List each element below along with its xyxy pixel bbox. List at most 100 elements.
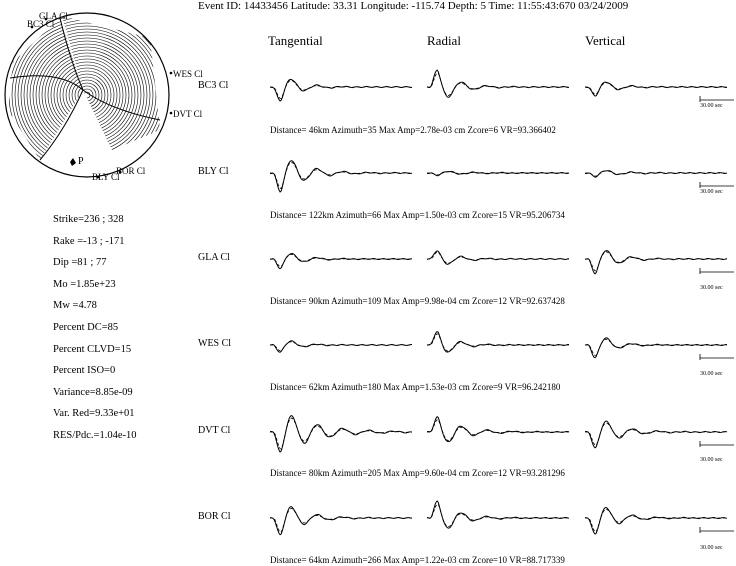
param-percent-clvd: Percent CLVD=15 <box>53 344 132 355</box>
observed-trace <box>584 507 728 535</box>
observed-trace <box>269 160 413 193</box>
param-strike: Strike=236 ; 328 <box>53 214 124 225</box>
hatch-ring <box>74 82 83 108</box>
hatch-ring <box>62 28 154 150</box>
synthetic-trace <box>270 341 412 352</box>
observed-trace <box>269 340 412 353</box>
synthetic-trace <box>585 170 727 177</box>
scale-label-gla: 30.00 sec <box>700 285 723 291</box>
hatch-ring <box>77 85 83 105</box>
hatch-ring <box>11 19 83 160</box>
synthetic-trace <box>585 422 727 446</box>
scale-bar <box>699 182 734 188</box>
hatch-ring <box>71 79 83 111</box>
hatch-ring <box>56 64 83 126</box>
station-marker <box>30 25 34 29</box>
synthetic-trace <box>585 508 727 532</box>
station-info-gla: Distance= 90km Azimuth=109 Max Amp=9.98e… <box>270 296 565 306</box>
station-marker <box>169 71 173 75</box>
observed-trace <box>584 170 728 178</box>
beachball-station-dvt: DVT Cl <box>173 109 203 119</box>
synthetic-trace <box>427 504 569 528</box>
hatch-ring <box>35 43 83 147</box>
station-label-bly: BLY Cl <box>198 166 229 177</box>
scale-label-dvt: 30.00 sec <box>700 457 723 463</box>
param-percent-dc: Percent DC=85 <box>53 322 119 333</box>
waveform-layer <box>269 69 734 536</box>
hatch-ring <box>59 67 83 123</box>
hatch-ring <box>68 76 83 114</box>
param-rake: Rake =-13 ; -171 <box>53 236 125 247</box>
observed-trace <box>269 415 413 453</box>
synthetic-trace <box>270 417 413 450</box>
synthetic-trace <box>270 161 412 189</box>
scale-bar <box>699 441 734 447</box>
station-info-wes: Distance= 62km Azimuth=180 Max Amp=1.53e… <box>270 382 561 392</box>
param-mw: Mw =4.78 <box>53 300 97 311</box>
station-marker <box>96 175 100 179</box>
param-variance: Variance=8.85e-09 <box>53 387 133 398</box>
observed-trace <box>426 500 570 529</box>
nodal-plane-2 <box>9 75 161 121</box>
hatch-ring <box>44 52 83 138</box>
hatch-ring <box>32 40 83 150</box>
param-percent-iso: Percent ISO=0 <box>53 365 116 376</box>
hatch-ring <box>17 25 83 160</box>
observed-trace <box>269 506 413 536</box>
scale-label-wes: 30.00 sec <box>700 371 723 377</box>
hatch-ring <box>62 37 145 150</box>
hatch-ring <box>53 61 83 129</box>
station-info-bly: Distance= 122km Azimuth=66 Max Amp=1.50e… <box>270 210 565 220</box>
synthetic-trace <box>585 338 727 356</box>
param-res-pdc: RES/Pdc.=1.04e-10 <box>53 430 137 441</box>
synthetic-trace <box>585 82 727 95</box>
column-vertical: Vertical <box>585 33 626 48</box>
synthetic-trace <box>270 253 412 267</box>
column-tangential: Tangential <box>268 33 323 48</box>
hatch-ring <box>26 34 83 156</box>
station-info-bc3: Distance= 46km Azimuth=35 Max Amp=2.78e-… <box>270 125 556 135</box>
station-marker <box>118 170 122 174</box>
hatch-ring <box>41 49 83 141</box>
station-label-wes: WES Cl <box>198 338 232 349</box>
param-dip: Dip =81 ; 77 <box>53 257 107 268</box>
station-info-dvt: Distance= 80km Azimuth=205 Max Amp=9.60e… <box>270 468 565 478</box>
station-info-bor: Distance= 64km Azimuth=266 Max Amp=1.22e… <box>270 555 565 565</box>
column-radial: Radial <box>427 33 461 48</box>
station-marker <box>44 17 48 21</box>
scale-bar <box>699 354 734 360</box>
scale-bar <box>699 268 734 274</box>
synthetic-trace <box>427 333 569 352</box>
scale-label-bly: 30.00 sec <box>700 189 723 195</box>
synthetic-trace <box>585 251 727 272</box>
synthetic-trace <box>427 419 569 442</box>
observed-trace <box>269 78 413 102</box>
param-var-red: Var. Red=9.33e+01 <box>53 408 135 419</box>
beachball-station-gla: GLA Cl <box>39 11 68 21</box>
hatch-ring <box>62 31 151 150</box>
synthetic-trace <box>270 508 412 533</box>
station-label-bc3: BC3 Cl <box>198 80 229 91</box>
hatch-ring <box>47 55 83 135</box>
hatch-ring <box>38 46 83 144</box>
synthetic-trace <box>427 72 569 96</box>
observed-trace <box>426 250 570 265</box>
scale-label-bc3: 30.00 sec <box>700 103 723 109</box>
hatch-ring <box>62 34 148 150</box>
hatch-ring <box>62 25 157 150</box>
hatch-ring <box>23 31 83 159</box>
observed-trace <box>426 415 570 443</box>
event-header: Event ID: 14433456 Latitude: 33.31 Longi… <box>198 0 629 12</box>
param-mo: Mo =1.85e+23 <box>53 279 116 290</box>
observed-trace <box>584 81 728 97</box>
beachball-station-bor: BOR Cl <box>116 166 146 176</box>
beachball-outline <box>4 12 170 178</box>
beachball-station-bc3: BC3 Cl <box>27 19 55 29</box>
station-label-gla: GLA Cl <box>198 252 230 263</box>
beachball-station-wes: WES Cl <box>173 69 203 79</box>
observed-trace <box>426 170 570 177</box>
hatch-ring <box>29 37 83 153</box>
